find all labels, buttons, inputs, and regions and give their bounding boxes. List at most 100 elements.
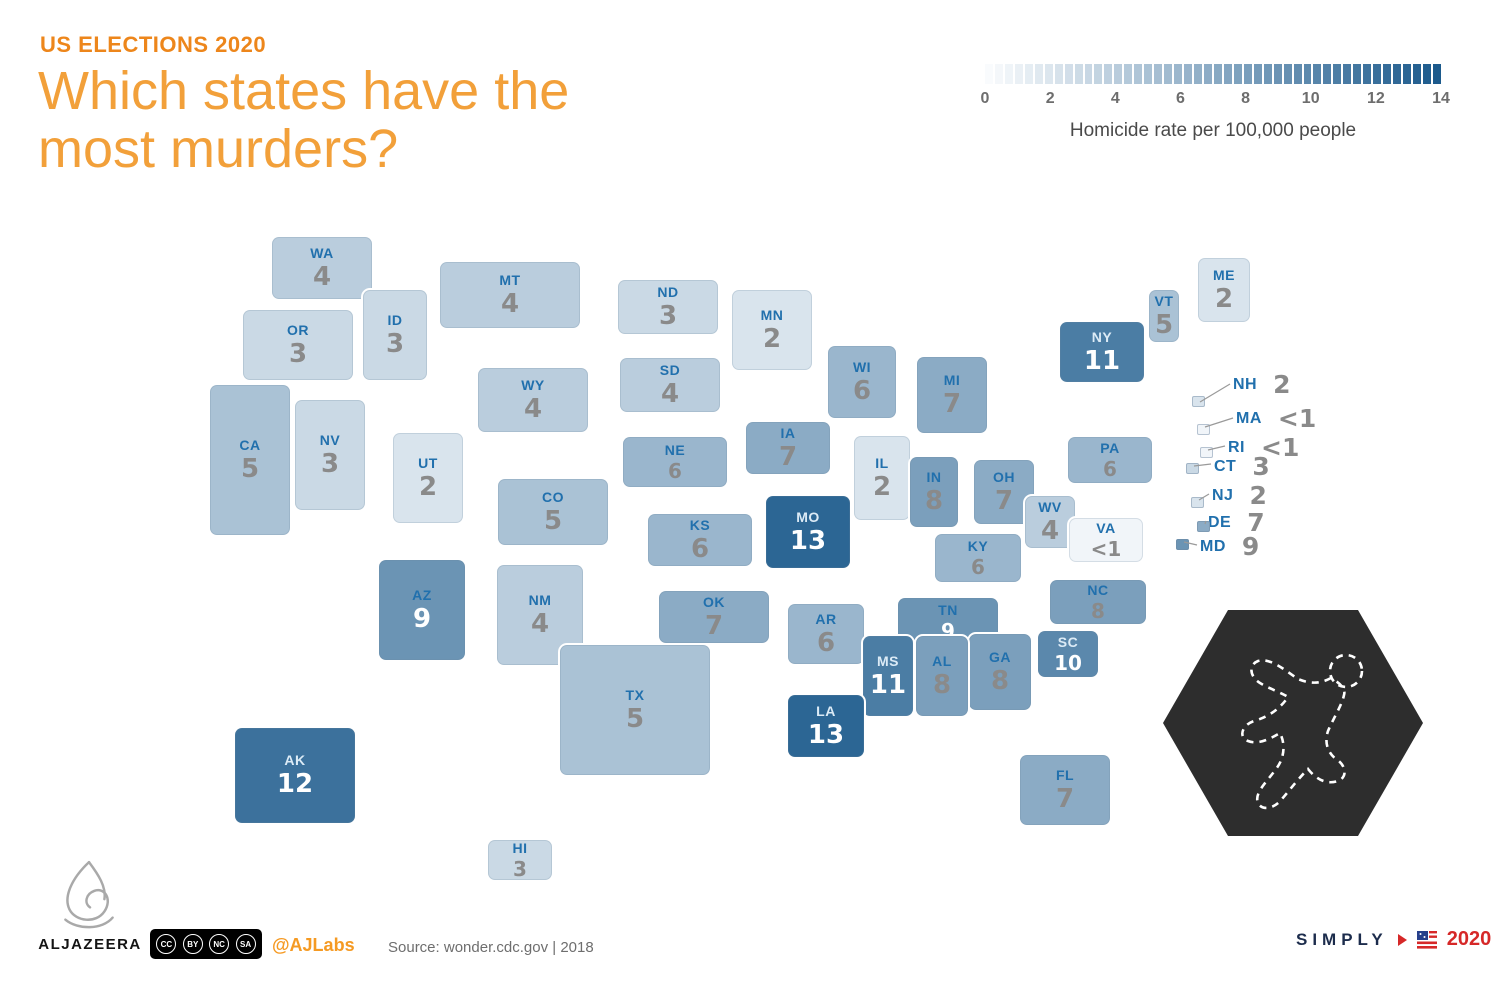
state-callout-NH: NH 2 bbox=[1233, 370, 1291, 399]
legend-segment bbox=[1144, 64, 1153, 84]
state-value: 4 bbox=[530, 609, 550, 639]
legend-segment bbox=[1104, 64, 1113, 84]
state-callout-CT: CT 3 bbox=[1214, 452, 1270, 481]
state-value: 8 bbox=[924, 486, 944, 516]
state-tile-NY: NY 11 bbox=[1060, 322, 1144, 382]
state-abbr: CT bbox=[1214, 457, 1237, 475]
state-abbr: AZ bbox=[412, 587, 432, 603]
state-value: 6 bbox=[690, 534, 710, 564]
cc-by-icon: BY bbox=[182, 934, 203, 954]
state-value: 7 bbox=[942, 389, 962, 419]
title-line-2: most murders? bbox=[38, 119, 399, 179]
state-abbr: IL bbox=[875, 455, 889, 471]
state-tile-WY: WY 4 bbox=[478, 368, 588, 432]
legend-segment bbox=[1293, 64, 1302, 84]
state-abbr: SC bbox=[1057, 634, 1079, 650]
state-value: 8 bbox=[932, 670, 952, 700]
state-tile-AL: AL 8 bbox=[916, 636, 968, 716]
state-tile-KS: KS 6 bbox=[648, 514, 752, 566]
legend-segment bbox=[1412, 64, 1421, 84]
state-abbr: MN bbox=[760, 307, 784, 323]
legend-tick: 14 bbox=[1432, 90, 1450, 107]
state-value: 4 bbox=[523, 394, 543, 424]
state-tile-CO: CO 5 bbox=[498, 479, 608, 545]
state-abbr: NM bbox=[528, 592, 552, 608]
state-abbr: NH bbox=[1233, 375, 1258, 393]
legend-segment bbox=[1004, 64, 1013, 84]
state-abbr: MI bbox=[943, 372, 961, 388]
legend-segment bbox=[1373, 64, 1382, 84]
legend-segment bbox=[985, 64, 993, 84]
state-abbr: KY bbox=[967, 538, 989, 554]
state-abbr: TX bbox=[625, 687, 645, 703]
cc-sa-icon: SA bbox=[235, 934, 256, 954]
state-abbr: AR bbox=[815, 611, 837, 627]
legend-segment bbox=[1054, 64, 1063, 84]
state-abbr: DE bbox=[1208, 513, 1232, 531]
state-tile-NV: NV 3 bbox=[295, 400, 365, 510]
legend-segment bbox=[1343, 64, 1352, 84]
state-value: 7 bbox=[778, 442, 798, 472]
state-tile-WV: WV 4 bbox=[1025, 496, 1075, 548]
legend-tick: 4 bbox=[1110, 90, 1120, 107]
state-chip-NH bbox=[1192, 396, 1205, 407]
creative-commons-badge: CC BY NC SA bbox=[150, 929, 262, 959]
legend-tick: 6 bbox=[1175, 90, 1185, 107]
state-callout-RI: RI <1 bbox=[1228, 433, 1299, 462]
state-tile-GA: GA 8 bbox=[969, 634, 1031, 710]
state-abbr: FL bbox=[1055, 767, 1075, 783]
legend-segment bbox=[1114, 64, 1123, 84]
state-abbr: NE bbox=[664, 442, 686, 458]
legend-tick: 0 bbox=[980, 90, 990, 107]
state-abbr: WY bbox=[521, 377, 545, 393]
state-tile-TX: TX 5 bbox=[560, 645, 710, 775]
state-value: 5 bbox=[1154, 310, 1174, 340]
legend-segment bbox=[1213, 64, 1222, 84]
state-abbr: ME bbox=[1213, 267, 1235, 283]
state-callout-MD: MD 9 bbox=[1200, 532, 1259, 561]
legend-segment bbox=[1024, 64, 1033, 84]
state-value: 13 bbox=[789, 526, 827, 556]
state-tile-WI: WI 6 bbox=[828, 346, 896, 418]
legend-segment bbox=[1353, 64, 1362, 84]
state-value: 3 bbox=[320, 449, 340, 479]
legend-segment bbox=[1203, 64, 1212, 84]
legend-segment bbox=[1164, 64, 1173, 84]
legend-segment bbox=[1313, 64, 1322, 84]
state-tile-PA: PA 6 bbox=[1068, 437, 1152, 483]
legend-segment bbox=[1393, 64, 1402, 84]
state-chip-DE bbox=[1197, 521, 1210, 532]
simply-wordmark: SIMPLY bbox=[1296, 929, 1388, 949]
legend-segment bbox=[1094, 64, 1103, 84]
state-tile-OR: OR 3 bbox=[243, 310, 353, 380]
state-tile-SD: SD 4 bbox=[620, 358, 720, 412]
state-abbr: MS bbox=[877, 653, 899, 669]
legend-segment bbox=[1363, 64, 1372, 84]
state-abbr: CO bbox=[542, 489, 564, 505]
legend-segment bbox=[1323, 64, 1332, 84]
chalk-outline-illustration bbox=[1158, 588, 1428, 858]
state-value: 12 bbox=[276, 769, 314, 799]
state-chip-MD bbox=[1176, 539, 1189, 550]
state-value: 5 bbox=[543, 506, 563, 536]
aljazeera-wordmark: ALJAZEERA bbox=[38, 936, 142, 953]
state-tile-OK: OK 7 bbox=[659, 591, 769, 643]
state-value: 2 bbox=[1214, 284, 1234, 314]
simply-2020-logo: SIMPLY 2020 bbox=[1296, 928, 1491, 951]
state-abbr: MO bbox=[796, 509, 820, 525]
state-abbr: MA bbox=[1236, 409, 1262, 427]
legend-tick: 10 bbox=[1301, 90, 1320, 107]
legend-gradient-bar bbox=[985, 64, 1441, 84]
state-tile-HI: HI 3 bbox=[488, 840, 552, 880]
kicker-us-elections-2020: US ELECTIONS 2020 bbox=[40, 32, 267, 57]
state-tile-ID: ID 3 bbox=[363, 290, 427, 380]
state-tile-OH: OH 7 bbox=[974, 460, 1034, 524]
state-tile-WA: WA 4 bbox=[272, 237, 372, 299]
legend-segment bbox=[1303, 64, 1312, 84]
state-value: 8 bbox=[990, 666, 1010, 696]
legend-segment bbox=[1044, 64, 1053, 84]
source-text: Source: wonder.cdc.gov | 2018 bbox=[388, 939, 594, 956]
page-title: Which states have the most murders? bbox=[38, 62, 569, 178]
state-value: 5 bbox=[240, 454, 260, 484]
